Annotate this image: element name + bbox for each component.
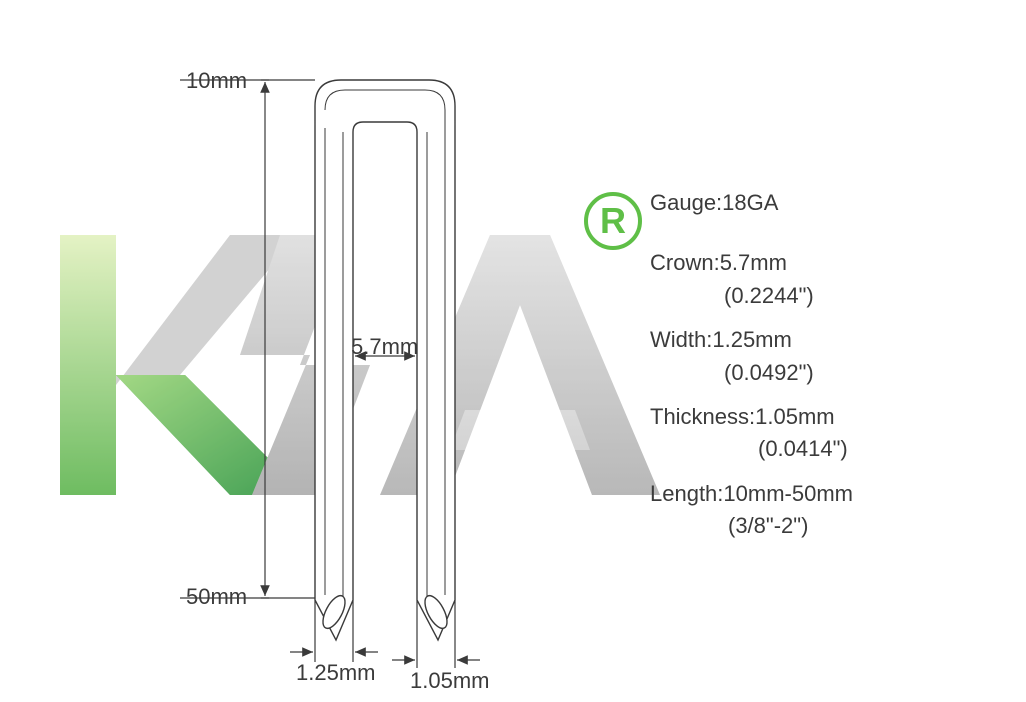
dim-label-crown: 5.7mm — [351, 334, 418, 360]
spec-length: Length:10mm-50mm — [650, 481, 1010, 507]
figure-canvas: R — [0, 0, 1026, 702]
spec-width-sub: (0.0492") — [724, 360, 1010, 386]
spec-width-label: Width: — [650, 327, 712, 352]
spec-crown-value: 5.7mm — [720, 250, 787, 275]
spec-thickness: Thickness:1.05mm — [650, 404, 1010, 430]
spec-gauge-label: Gauge: — [650, 190, 722, 215]
spec-gauge: Gauge:18GA — [650, 190, 1010, 216]
spec-width-value: 1.25mm — [712, 327, 791, 352]
spec-thickness-sub: (0.0414") — [758, 436, 1010, 462]
dim-label-top: 10mm — [186, 68, 247, 94]
spec-thickness-label: Thickness: — [650, 404, 755, 429]
spec-width: Width:1.25mm — [650, 327, 1010, 353]
spec-crown: Crown:5.7mm — [650, 250, 1010, 276]
spec-block: Gauge:18GA Crown:5.7mm (0.2244") Width:1… — [650, 190, 1010, 558]
dim-label-width: 1.25mm — [296, 660, 375, 686]
dim-label-bottom: 50mm — [186, 584, 247, 610]
spec-length-value: 10mm-50mm — [723, 481, 853, 506]
spec-length-sub: (3/8"-2") — [728, 513, 1010, 539]
spec-length-label: Length: — [650, 481, 723, 506]
spec-thickness-value: 1.05mm — [755, 404, 834, 429]
spec-gauge-value: 18GA — [722, 190, 778, 215]
spec-crown-label: Crown: — [650, 250, 720, 275]
spec-crown-sub: (0.2244") — [724, 283, 1010, 309]
dim-label-thickness: 1.05mm — [410, 668, 489, 694]
